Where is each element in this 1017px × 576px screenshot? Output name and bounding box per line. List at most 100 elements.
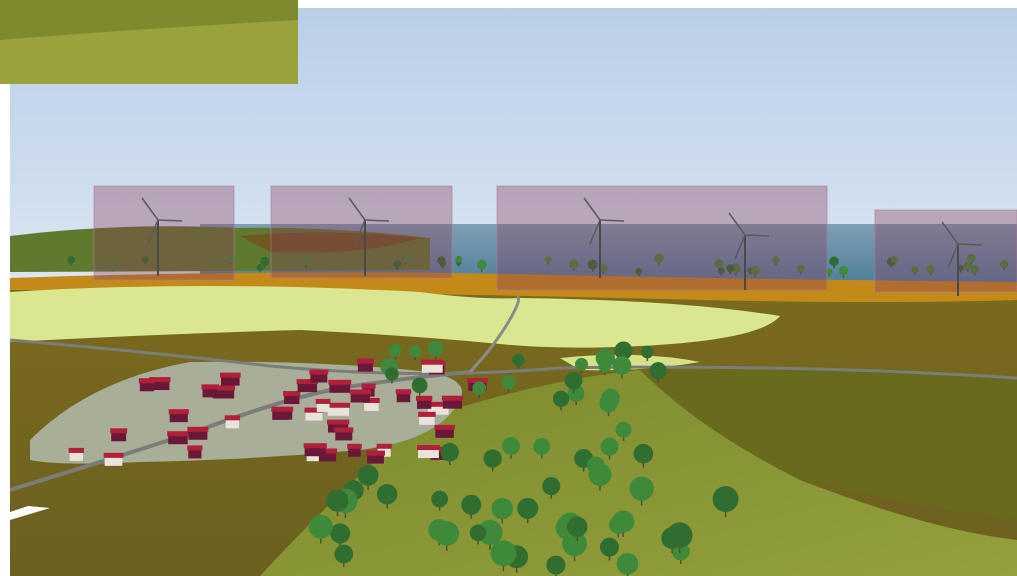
house-roof xyxy=(187,426,209,432)
house-wall xyxy=(357,362,373,372)
house-wall xyxy=(202,388,219,398)
house-roof xyxy=(366,450,385,456)
house-wall xyxy=(168,435,188,445)
tree xyxy=(629,476,654,501)
tree xyxy=(226,255,234,263)
house-roof xyxy=(363,397,380,403)
turbines xyxy=(93,185,1017,296)
house-roof xyxy=(68,447,84,453)
tree xyxy=(750,265,760,276)
house-roof xyxy=(349,389,371,395)
tree xyxy=(491,497,513,520)
house-wall xyxy=(350,393,370,403)
house-wall xyxy=(272,410,293,420)
house-wall xyxy=(69,451,83,461)
visual-envelope xyxy=(93,185,235,281)
house-wall xyxy=(442,399,462,409)
tree xyxy=(588,463,612,487)
marker xyxy=(10,506,50,520)
tree xyxy=(635,267,643,275)
tree xyxy=(512,353,525,367)
house-roof xyxy=(434,424,455,430)
road xyxy=(468,295,521,374)
house-roof xyxy=(149,377,171,383)
house-wall xyxy=(304,447,326,457)
tree xyxy=(564,371,583,390)
tree xyxy=(308,514,333,539)
tree xyxy=(562,531,587,557)
house-roof xyxy=(309,369,329,375)
tree xyxy=(999,259,1009,269)
house-wall xyxy=(169,413,188,423)
tree xyxy=(483,449,502,468)
house-roof xyxy=(417,445,440,451)
house-roof xyxy=(304,407,324,413)
tree xyxy=(726,264,735,273)
house-roof xyxy=(303,443,327,449)
house-roof xyxy=(167,431,189,437)
house-roof xyxy=(103,452,124,458)
house-roof xyxy=(418,411,436,417)
tree xyxy=(599,537,619,557)
tree xyxy=(326,489,349,512)
tree xyxy=(963,261,972,270)
tree xyxy=(440,442,460,462)
headland xyxy=(240,232,420,253)
turbine-blade xyxy=(364,219,390,222)
tree xyxy=(829,256,839,267)
house-roof xyxy=(271,406,294,412)
house-roof xyxy=(211,385,236,391)
house-wall xyxy=(335,431,353,441)
turbine-blade xyxy=(728,212,746,236)
tree xyxy=(502,437,520,455)
tree xyxy=(666,522,693,549)
tree xyxy=(772,256,780,264)
house-wall xyxy=(435,428,454,438)
tree xyxy=(712,486,739,513)
tree xyxy=(966,253,976,263)
tree xyxy=(599,263,608,273)
tree xyxy=(568,259,579,269)
house-wall xyxy=(367,454,384,464)
house-roof xyxy=(187,445,203,451)
house-roof xyxy=(376,443,392,449)
house-roof xyxy=(296,379,318,385)
tree xyxy=(926,264,935,274)
house-wall xyxy=(305,411,323,421)
tree xyxy=(330,523,351,544)
trees xyxy=(67,253,1009,576)
house-wall xyxy=(188,449,202,459)
house-wall xyxy=(225,419,240,429)
house-roof xyxy=(347,443,362,449)
tree xyxy=(434,521,460,546)
house-roof xyxy=(326,402,350,408)
tree xyxy=(649,362,667,380)
tree xyxy=(501,375,516,390)
tree xyxy=(825,268,833,275)
turbine-blade xyxy=(583,197,601,221)
house-wall xyxy=(418,449,439,459)
house-wall xyxy=(310,373,328,383)
tree xyxy=(633,443,654,464)
house-wall xyxy=(427,405,449,415)
tree xyxy=(469,524,487,542)
pale-field xyxy=(10,286,780,348)
house-wall xyxy=(306,452,319,462)
tree xyxy=(599,394,618,413)
house-wall xyxy=(221,376,240,386)
visual-envelope xyxy=(874,209,1017,293)
turbine-blade xyxy=(354,219,366,245)
visual-envelope xyxy=(496,185,828,291)
house-roof xyxy=(138,378,155,384)
tree xyxy=(393,259,402,268)
house-wall xyxy=(396,393,411,403)
tree xyxy=(455,255,463,263)
house-wall xyxy=(150,381,170,391)
tree xyxy=(567,516,588,537)
tree xyxy=(409,345,422,358)
house-wall xyxy=(416,399,432,409)
tree xyxy=(533,437,551,455)
house-wall xyxy=(316,402,330,412)
house-roof xyxy=(426,401,450,407)
tree xyxy=(575,357,589,371)
